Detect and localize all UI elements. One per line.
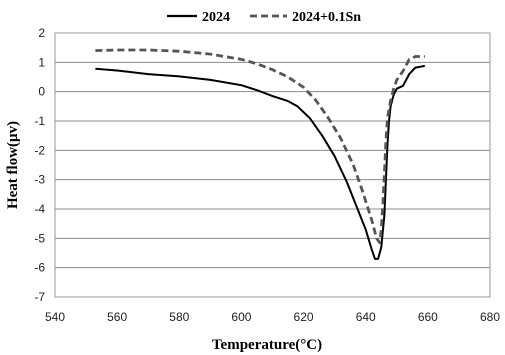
gridlines [55,32,490,298]
x-tick-label: 600 [231,310,251,324]
y-tick-label: -2 [34,143,45,157]
x-axis-title: Temperature(°C) [212,337,322,353]
series-lines [95,48,425,260]
legend-label-2024-sn: 2024+0.1Sn [292,10,361,25]
y-tick-label: -1 [34,114,45,128]
y-tick-label: -3 [34,173,45,187]
y-tick-label: 2 [38,26,45,40]
y-tick-label: 0 [38,85,45,99]
x-tick-label: 680 [480,310,500,324]
y-tick-label: -5 [34,231,45,245]
series-line-2024 [95,64,425,260]
y-tick-label: -7 [34,290,45,304]
y-tick-label: -4 [34,202,45,216]
y-axis-title: Heat flow(μv) [5,121,21,209]
y-tick-labels: 2 1 0 -1 -2 -3 -4 -5 -6 -7 [34,26,45,304]
x-tick-labels: 540 560 580 600 620 640 660 680 [45,310,500,324]
x-tick-label: 580 [169,310,189,324]
x-tick-label: 660 [418,310,438,324]
y-tick-label: -6 [34,261,45,275]
series-line-2024-sn [95,48,425,245]
x-tick-label: 640 [356,310,376,324]
legend-label-2024: 2024 [202,10,230,25]
plot-frame [54,32,491,298]
y-tick-label: 1 [38,55,45,69]
x-tick-label: 620 [294,310,314,324]
legend: 2024 2024+0.1Sn [167,10,361,25]
x-tick-label: 540 [45,310,65,324]
x-tick-label: 560 [107,310,127,324]
